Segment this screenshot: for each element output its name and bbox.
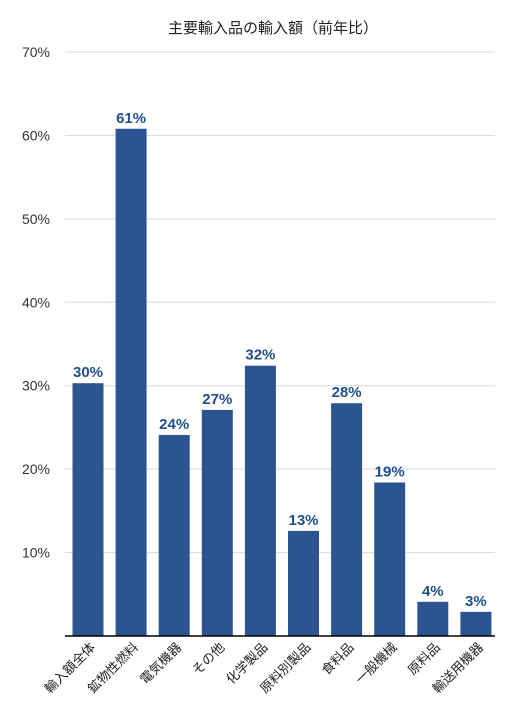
bar: [374, 482, 406, 636]
data-label: 24%: [159, 416, 189, 433]
bars: [72, 128, 492, 637]
data-label: 3%: [465, 593, 487, 610]
x-tick-label: 食料品: [319, 640, 358, 679]
y-tick-label: 30%: [22, 378, 50, 394]
bar: [460, 611, 492, 636]
x-tick-label: その他: [190, 640, 228, 678]
bar: [288, 530, 319, 636]
data-label: 13%: [288, 512, 318, 529]
y-axis-ticks: 10% 20% 30% 40% 50% 60% 70%: [22, 44, 50, 561]
y-tick-label: 10%: [22, 545, 50, 561]
y-tick-label: 60%: [22, 127, 50, 143]
x-tick-label: 原料品: [405, 640, 443, 678]
data-label: 4%: [422, 583, 444, 600]
y-tick-label: 20%: [22, 461, 50, 477]
bar: [158, 434, 190, 636]
bar: [417, 601, 449, 636]
x-tick-label: 一般機械: [352, 640, 400, 688]
x-tick-label: 電気機器: [137, 640, 185, 688]
data-labels: 30% 61% 24% 27% 32% 13% 28% 19% 4% 3%: [73, 110, 487, 610]
data-label: 27%: [202, 391, 232, 408]
data-label: 61%: [116, 110, 146, 127]
bar: [244, 365, 276, 636]
bar: [201, 409, 233, 636]
data-label: 32%: [245, 347, 275, 364]
y-tick-label: 50%: [22, 211, 50, 227]
bar: [331, 403, 363, 636]
data-label: 28%: [332, 384, 362, 401]
y-tick-label: 70%: [22, 44, 50, 60]
data-label: 19%: [375, 463, 405, 480]
bar: [72, 383, 104, 636]
data-label: 30%: [73, 364, 103, 381]
bar: [115, 128, 147, 637]
y-tick-label: 40%: [22, 294, 50, 310]
chart-title: 主要輸入品の輸入額（前年比）: [168, 19, 378, 37]
